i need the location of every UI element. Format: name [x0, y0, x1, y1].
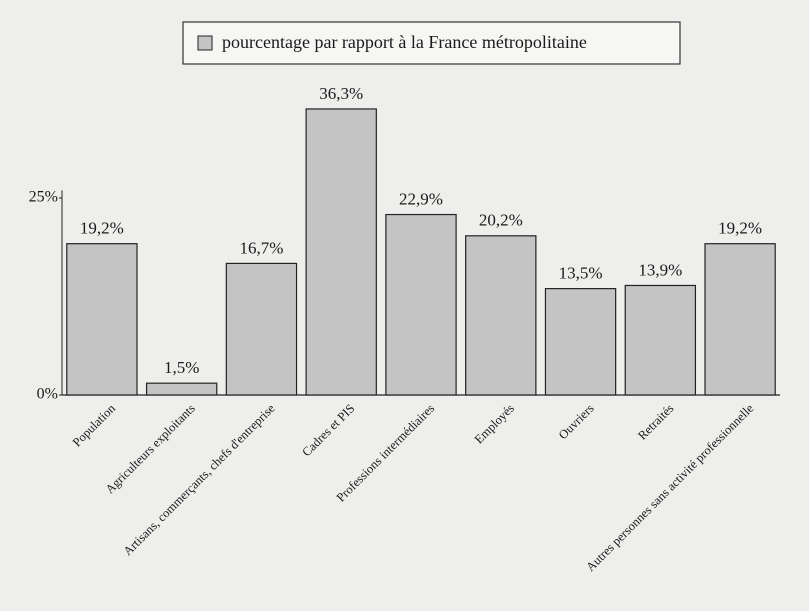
- bar: [66, 243, 138, 396]
- x-tick-label: Ouvriers: [556, 401, 597, 442]
- value-label: 13,5%: [559, 264, 603, 283]
- x-tick-label: Population: [70, 401, 119, 450]
- value-label: 36,3%: [319, 84, 363, 103]
- bar: [704, 243, 776, 396]
- x-tick-label: Employés: [472, 401, 517, 446]
- value-label: 19,2%: [718, 219, 762, 238]
- legend-label: pourcentage par rapport à la France métr…: [222, 32, 587, 52]
- x-tick-label: Cadres et PIS: [299, 401, 357, 459]
- value-label: 22,9%: [399, 189, 443, 208]
- x-tick-label: Artisans, commerçants, chefs d'entrepris…: [121, 401, 278, 558]
- bar: [624, 284, 697, 396]
- value-label: 13,9%: [638, 260, 682, 279]
- bar: [305, 108, 377, 396]
- legend-box: [182, 21, 681, 65]
- bar: [465, 235, 537, 396]
- bar: [145, 382, 218, 396]
- value-label: 1,5%: [164, 358, 199, 377]
- y-tick-label: 25%: [29, 189, 58, 206]
- y-tick-label: 0%: [37, 386, 58, 403]
- x-tick-label: Autres personnes sans activité professio…: [583, 401, 756, 574]
- bar: [225, 262, 298, 396]
- bar: [544, 288, 617, 396]
- x-tick-label: Agriculteurs exploitants: [103, 401, 198, 496]
- bar: [385, 213, 457, 396]
- value-label: 20,2%: [479, 211, 523, 230]
- value-label: 19,2%: [80, 219, 124, 238]
- value-label: 16,7%: [239, 238, 283, 257]
- legend-swatch: [197, 35, 213, 51]
- x-tick-label: Retraités: [635, 401, 676, 442]
